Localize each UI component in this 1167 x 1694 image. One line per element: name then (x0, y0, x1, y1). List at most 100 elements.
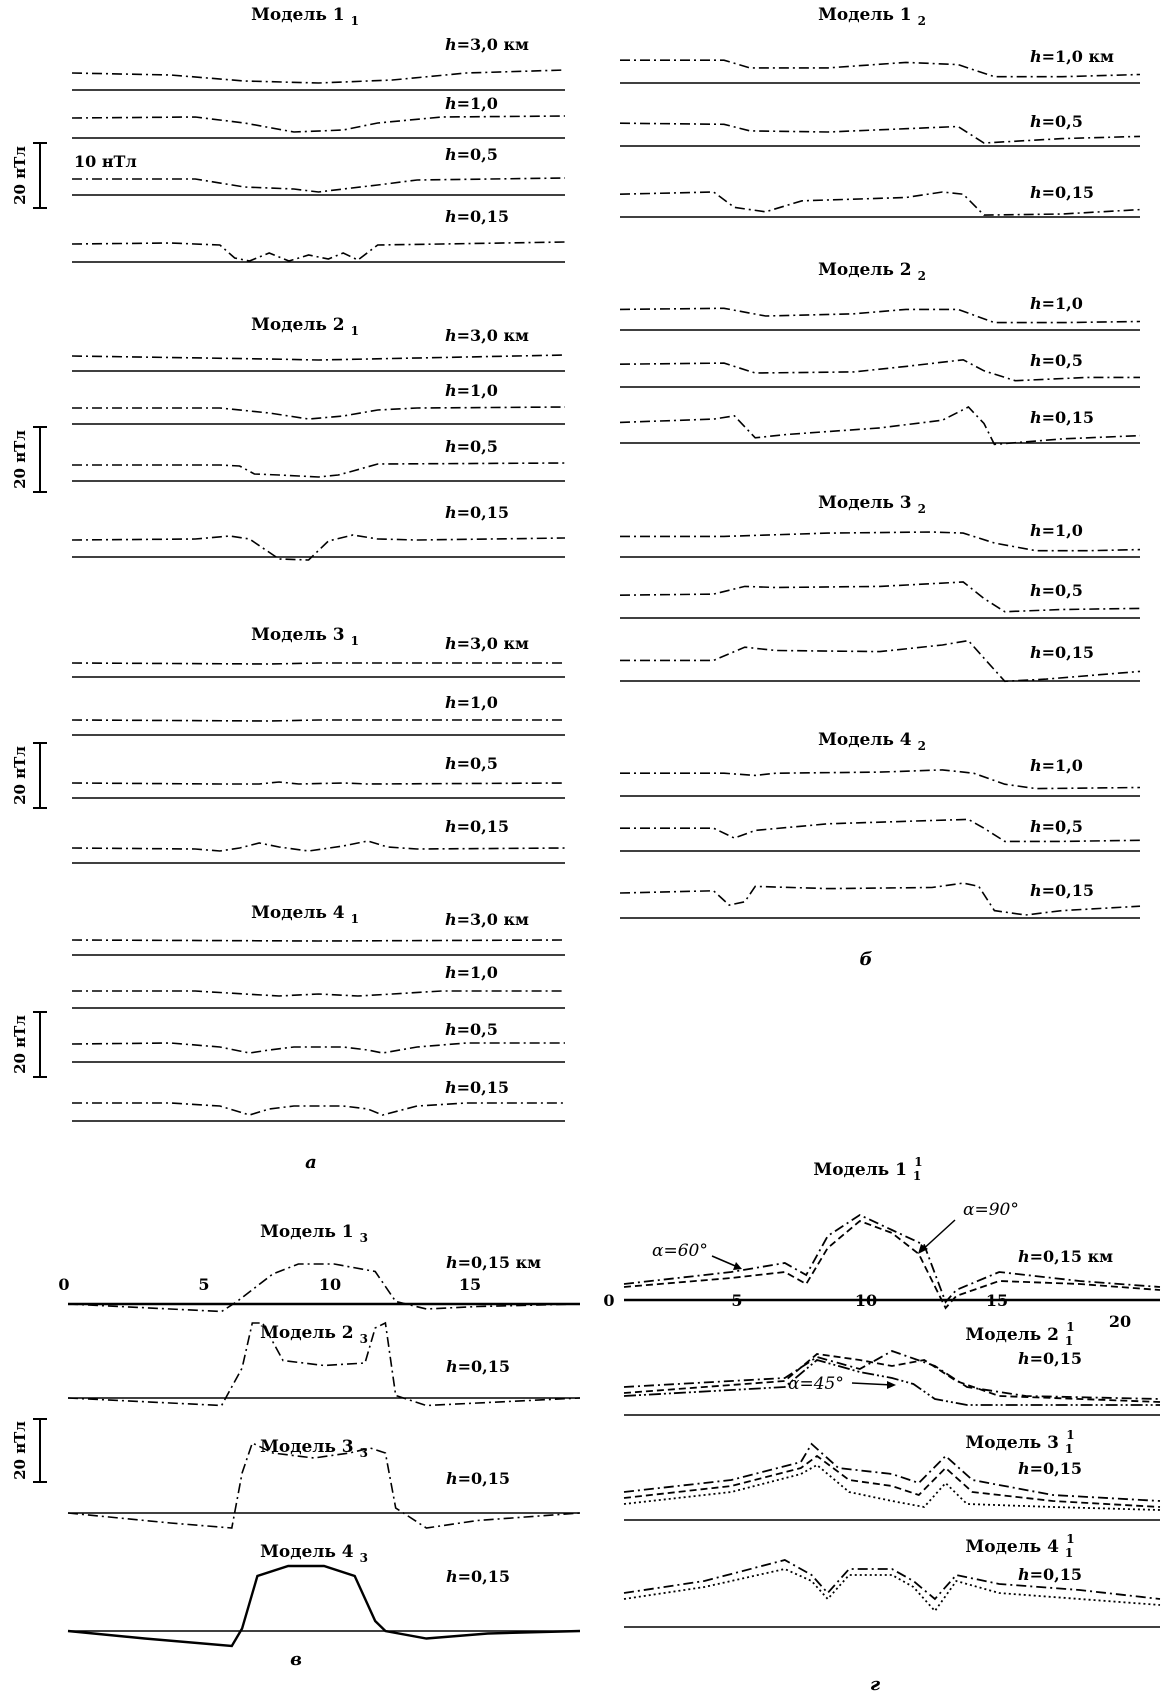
panel-b-model-2-curve-1 (619, 307, 1141, 324)
panel-a-model-4-title: Модель 4 1 (251, 903, 359, 926)
panel-a-model-1-label-1: h=3,0 км (445, 35, 529, 54)
panel-d-arrowhead-alpha-90 (918, 1244, 928, 1254)
panel-a-model-4-label-3: h=0,5 (445, 1020, 498, 1039)
panel-d-arrowhead-alpha-60 (733, 1262, 742, 1270)
panel-c-model-1-curve (67, 1263, 581, 1313)
panel-d-model-1-curve-1 (623, 1213, 1161, 1304)
panel-b-model-4-title: Модель 4 2 (818, 730, 926, 753)
panel-d-model-4-label: h=0,15 (1018, 1565, 1082, 1584)
panel-b-model-3-curve-2 (619, 581, 1141, 613)
panel-d-model-4-title: Модель 4 11 (965, 1532, 1074, 1560)
panel-d-letter: г (870, 1674, 880, 1694)
panel-c-letter: в (290, 1649, 302, 1670)
panel-c-model-1-label: h=0,15 км (446, 1253, 541, 1272)
panel-d-model-1-label: h=0,15 км (1018, 1247, 1113, 1266)
panel-a-model-3-label-3: h=0,5 (445, 754, 498, 773)
panel-d-arrow-alpha-45 (851, 1382, 894, 1386)
panel-c-model-4-label: h=0,15 (446, 1567, 510, 1586)
panel-a-model-1-curve-4 (71, 241, 566, 262)
panel-b-model-1-curve-3 (619, 191, 1141, 216)
panel-a-model-1-curve-2 (71, 115, 566, 133)
panel-c-tick-0: 0 (58, 1275, 69, 1294)
panel-b-letter: б (860, 949, 873, 970)
panel-d-annotation-alpha-45: α=45° (788, 1374, 844, 1394)
panel-a-model-4-label-1: h=3,0 км (445, 910, 529, 929)
panel-d-model-2-label: h=0,15 (1018, 1349, 1082, 1368)
panel-b-model-1-curve-1 (620, 59, 1141, 78)
panel-b-model-3-curve-3 (620, 639, 1141, 683)
panel-d-model-2-curve-2 (623, 1353, 1161, 1403)
panel-d-model-3-curve-1 (623, 1442, 1161, 1502)
panel-d-model-4-curve-2 (623, 1568, 1161, 1613)
panel-a-model-3-title: Модель 3 1 (251, 625, 359, 648)
panel-b-model-1-label-3: h=0,15 (1030, 183, 1094, 202)
panel-b-model-4-curve-1 (620, 769, 1141, 790)
panel-a-model-2-label-2: h=1,0 (445, 381, 498, 400)
panel-c-model-3-title: Модель 3 3 (260, 1437, 368, 1460)
panel-d-tick-3: 15 (986, 1291, 1008, 1310)
panel-b-model-3-label-1: h=1,0 (1030, 521, 1083, 540)
panel-b-model-4-curve-3 (619, 882, 1141, 916)
panel-c-tick-3: 15 (459, 1275, 481, 1294)
panel-a-model-1-curve-1 (71, 69, 566, 84)
panel-a-model-2-scale-label: 20 нТл (11, 430, 29, 489)
panel-a-model-3-label-2: h=1,0 (445, 693, 498, 712)
panel-a-model-4-curve-3 (71, 1042, 565, 1054)
panel-a-model-1-scale-label: 20 нТл (11, 146, 29, 205)
panel-d-arrowhead-alpha-45 (887, 1381, 896, 1389)
panel-a-letter: а (305, 1152, 317, 1173)
panel-c-model-3-curve (67, 1441, 581, 1529)
panel-b-model-2-curve-3 (619, 406, 1141, 446)
panel-a-model-4-label-2: h=1,0 (445, 963, 498, 982)
panel-a-model-2-label-4: h=0,15 (445, 503, 509, 522)
panel-b-model-1-curve-2 (619, 122, 1141, 144)
panel-b-model-2-label-1: h=1,0 (1030, 294, 1083, 313)
panel-b-model-4-label-1: h=1,0 (1030, 756, 1083, 775)
panel-d-model-2-curve-3 (623, 1359, 1160, 1406)
panel-d-model-3-label: h=0,15 (1018, 1459, 1082, 1478)
panel-a-model-3-curve-1 (71, 662, 565, 665)
panel-d-arrow-alpha-90 (919, 1219, 956, 1253)
panel-d-model-3-curve-3 (623, 1463, 1161, 1511)
panel-d-model-2-title: Модель 2 11 (965, 1320, 1074, 1348)
panel-a-model-3-curve-2 (71, 719, 565, 722)
panel-d-model-3-title: Модель 3 11 (965, 1428, 1074, 1456)
panel-d-tick-1: 5 (731, 1291, 742, 1310)
panel-a-model-2-label-3: h=0,5 (445, 437, 498, 456)
panel-a-model-4-scale-label: 20 нТл (11, 1015, 29, 1074)
panel-d-tick-0: 0 (603, 1291, 614, 1310)
panel-a-model-3-curve-4 (71, 840, 566, 852)
panel-a-model-1-label-2: h=1,0 (445, 94, 498, 113)
panel-a-model-2-curve-1 (71, 354, 566, 361)
panel-a-model-4-label-4: h=0,15 (445, 1078, 509, 1097)
panel-b-model-1-label-1: h=1,0 км (1030, 47, 1114, 66)
panel-d-tick-2: 10 (855, 1291, 877, 1310)
panel-d-model-1-title: Модель 1 11 (813, 1155, 922, 1183)
panel-c-tick-2: 10 (319, 1275, 341, 1294)
panel-a-model-1-curve-3 (72, 177, 566, 193)
panel-a-model-2-title: Модель 2 1 (251, 315, 359, 338)
panel-d-annotation-alpha-90: α=90° (963, 1200, 1019, 1220)
panel-b-model-2-title: Модель 2 2 (818, 260, 926, 283)
panel-d-model-2-curve-1 (623, 1350, 1161, 1400)
panel-b-model-2-curve-2 (619, 358, 1140, 382)
panel-c-model-2-label: h=0,15 (446, 1357, 510, 1376)
panel-b-model-2-label-2: h=0,5 (1030, 351, 1083, 370)
panel-a-model-1-label-3: h=0,5 (445, 145, 498, 164)
panel-d-model-3-curve-2 (623, 1454, 1161, 1508)
panel-d-model-4-curve-1 (623, 1559, 1161, 1601)
panel-a-model-2-curve-4 (71, 534, 566, 561)
panel-d-annotation-alpha-60: α=60° (652, 1241, 708, 1261)
panel-c-model-1-title: Модель 1 3 (260, 1222, 368, 1245)
panel-c-model-4-title: Модель 4 3 (260, 1542, 368, 1565)
panel-a-model-3-curve-3 (71, 781, 566, 785)
panel-b-model-3-label-2: h=0,5 (1030, 581, 1083, 600)
panel-a-model-4-curve-1 (71, 939, 566, 942)
panel-b-model-1-label-2: h=0,5 (1030, 112, 1083, 131)
panel-c-model-3-label: h=0,15 (446, 1469, 510, 1488)
panel-b-model-3-curve-1 (620, 531, 1141, 552)
panel-a-model-1-scale-10: 10 нТл (74, 152, 137, 171)
panel-b-model-4-curve-2 (620, 818, 1141, 843)
panel-b-model-3-title: Модель 3 2 (818, 493, 926, 516)
